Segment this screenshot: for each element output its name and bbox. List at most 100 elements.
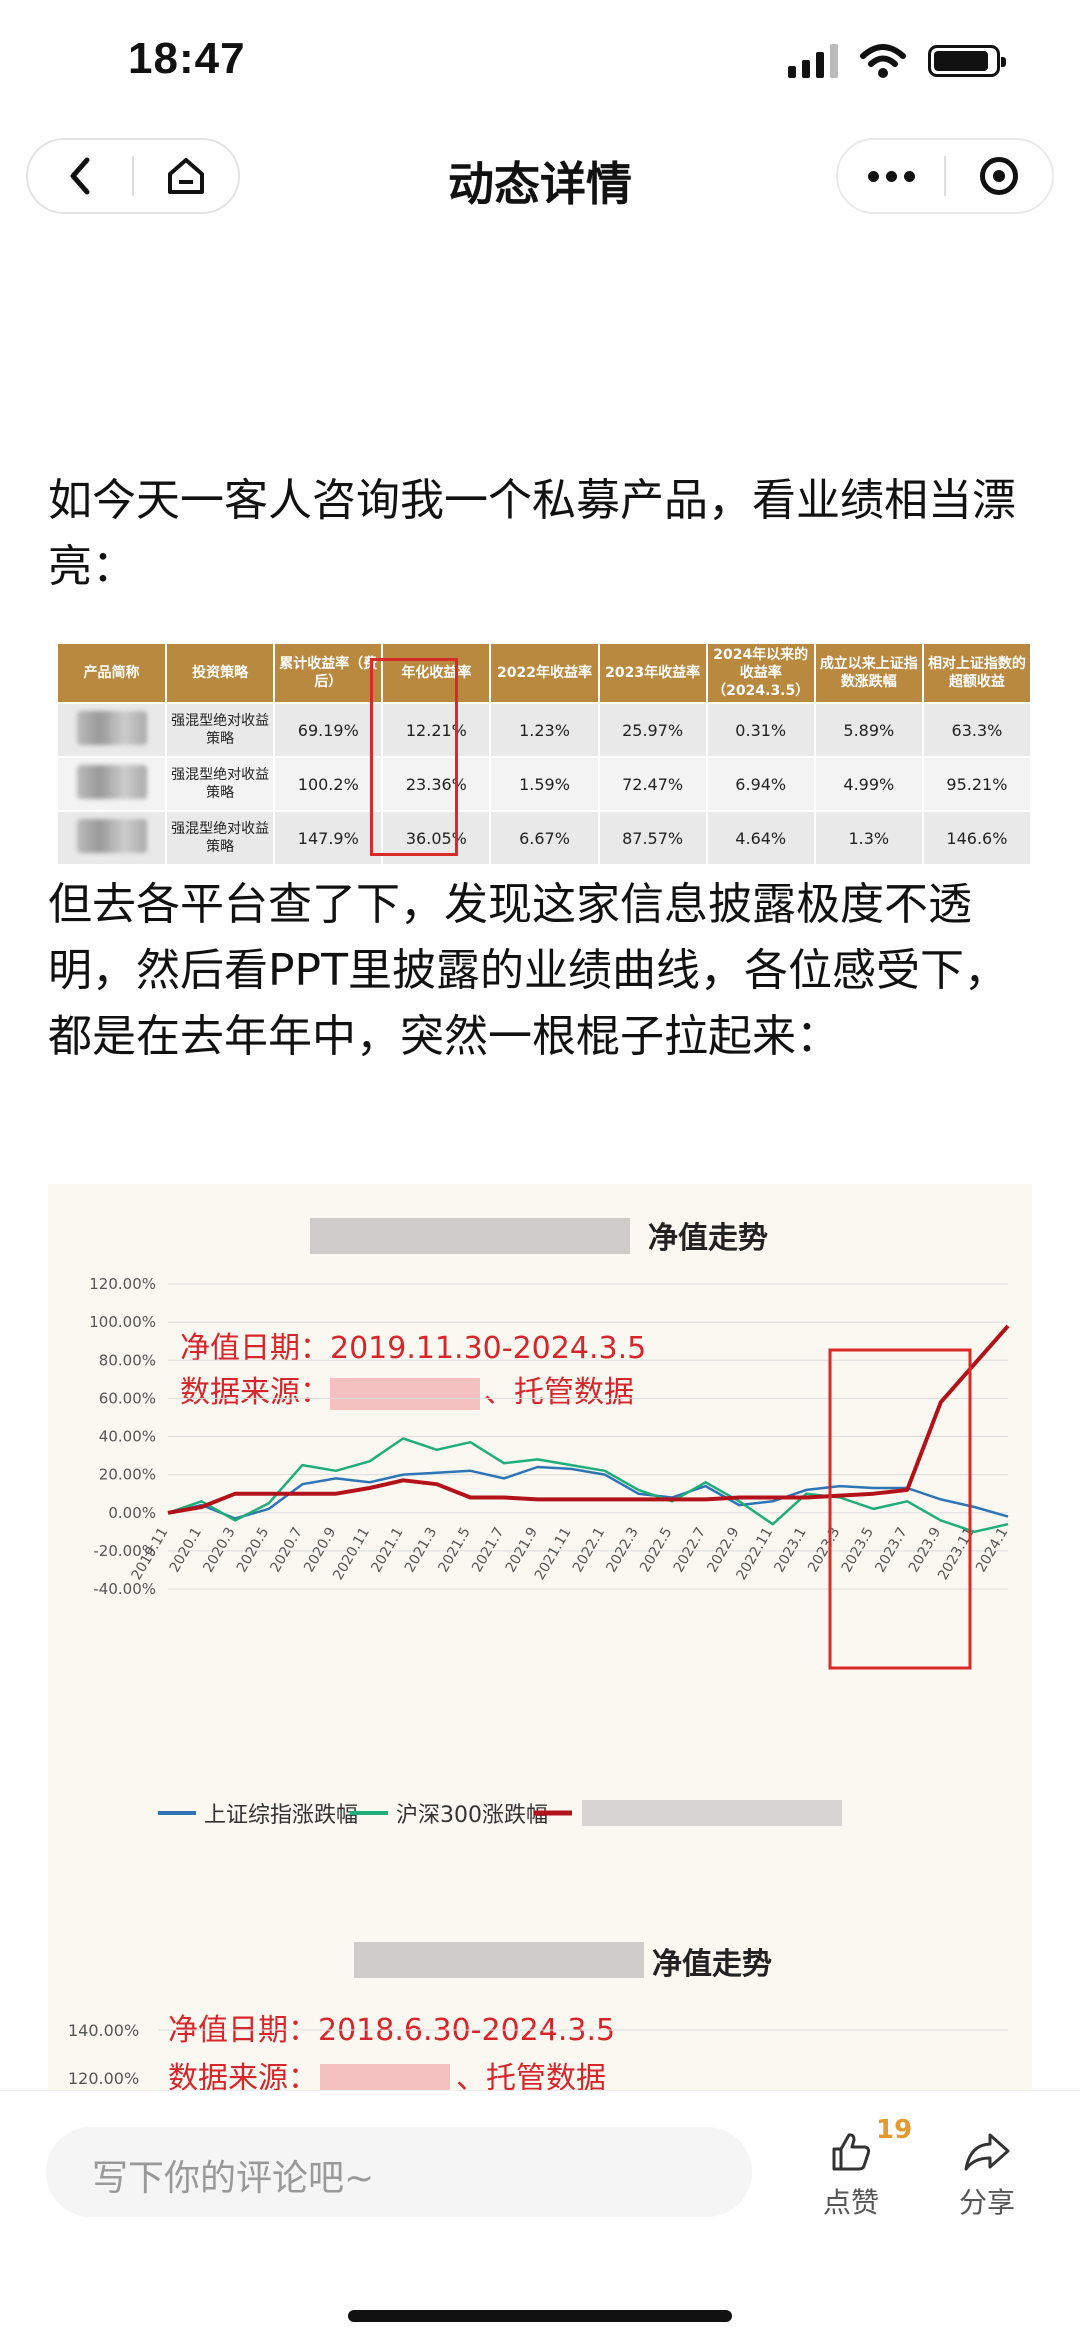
table-cell: 146.6% [922, 810, 1032, 864]
y-tick-label: 60.00% [99, 1389, 156, 1407]
table-cell: 6.94% [706, 756, 816, 812]
y-tick-label: 100.00% [89, 1313, 156, 1331]
nav-chart: 净值走势 净值日期：2019.11.30-2024.3.5 数据来源： 、托管数… [68, 1218, 1012, 2096]
like-button[interactable]: 点赞 [806, 2129, 896, 2221]
blurred-source [330, 1378, 480, 1410]
more-button[interactable] [838, 140, 944, 212]
chart1-source-tail: 、托管数据 [484, 1375, 634, 1410]
legend-item-sse: 上证综指涨跌幅 [204, 1803, 358, 1828]
nav-capsule-right [836, 138, 1054, 214]
table-cell: 强混型绝对收益策略 [166, 756, 276, 812]
share-button[interactable]: 分享 [942, 2129, 1032, 2221]
chart1-source-label: 数据来源： [180, 1375, 330, 1410]
table-cell: 1.59% [490, 756, 600, 812]
battery-icon [928, 45, 1006, 77]
table-cell: 强混型绝对收益策略 [166, 810, 276, 864]
table-cell: 87.57% [598, 810, 708, 864]
close-miniapp-button[interactable] [946, 140, 1052, 212]
chart-grid [168, 1283, 1008, 1590]
series-line-1 [167, 1437, 1009, 1534]
table-cell: 69.19% [274, 701, 384, 758]
performance-table: 产品简称 投资策略 累计收益率（费后） 年化收益率 2022年收益率 2023年… [58, 644, 1032, 864]
highlight-box-spike [828, 1348, 972, 1670]
series-lines [167, 1324, 1010, 1534]
share-label: 分享 [958, 2186, 1015, 2219]
performance-table-image[interactable]: 产品简称 投资策略 累计收益率（费后） 年化收益率 2022年收益率 2023年… [58, 644, 1032, 864]
chart2-ytick: 120.00% [68, 2069, 139, 2088]
blurred-legend-item [582, 1800, 842, 1826]
comment-input[interactable]: 写下你的评论吧~ [46, 2127, 752, 2217]
bottom-bar: 写下你的评论吧~ 点赞 19 分享 [0, 2090, 1080, 2337]
nav-bar: 动态详情 [0, 128, 1080, 224]
like-label: 点赞 [822, 2186, 879, 2219]
legend-item-csi300: 沪深300涨跌幅 [396, 1803, 548, 1828]
share-arrow-icon [964, 2133, 1010, 2171]
comment-placeholder: 写下你的评论吧~ [92, 2158, 375, 2199]
back-button[interactable] [28, 140, 132, 212]
table-row: 强混型绝对收益策略 147.9% 36.05% 6.67% 87.57% 4.6… [58, 810, 1032, 864]
table-cell: 95.21% [922, 756, 1032, 812]
wifi-icon [860, 44, 906, 78]
y-tick-label: 0.00% [108, 1504, 156, 1522]
table-cell: 强混型绝对收益策略 [166, 701, 276, 758]
table-row: 强混型绝对收益策略 69.19% 12.21% 1.23% 25.97% 0.3… [58, 701, 1032, 758]
table-header: 2023年收益率 [598, 644, 708, 703]
table-header: 2022年收益率 [490, 644, 600, 703]
thumbs-up-icon [832, 2133, 871, 2171]
status-bar: 18:47 [0, 0, 1080, 120]
nav-chart-image[interactable]: 净值走势 净值日期：2019.11.30-2024.3.5 数据来源： 、托管数… [48, 1184, 1032, 2104]
table-header: 2024年以来的收益率（2024.3.5） [706, 644, 816, 703]
table-cell: 63.3% [922, 701, 1032, 758]
y-tick-label: 120.00% [89, 1275, 156, 1293]
status-icons [788, 44, 1006, 78]
chevron-left-icon [70, 157, 90, 195]
cellular-signal-icon [788, 44, 838, 78]
table-cell: 1.23% [490, 701, 600, 758]
table-cell: 4.64% [706, 810, 816, 864]
table-cell: 25.97% [598, 701, 708, 758]
nav-capsule-left [26, 138, 240, 214]
table-header: 投资策略 [166, 644, 276, 703]
table-cell: 100.2% [274, 756, 384, 812]
y-tick-label: 40.00% [99, 1428, 156, 1446]
post-paragraph-1: 如今天一客人咨询我一个私募产品，看业绩相当漂亮： [48, 475, 1016, 592]
home-icon [168, 158, 204, 194]
page-title: 动态详情 [448, 157, 632, 211]
status-time: 18:47 [128, 34, 246, 83]
series-line-0 [167, 1465, 1009, 1520]
table-cell: 72.47% [598, 756, 708, 812]
blurred-title [310, 1218, 630, 1254]
table-header: 累计收益率（费后） [274, 644, 384, 703]
more-dots-icon [867, 170, 915, 182]
table-cell: 147.9% [274, 810, 384, 864]
highlight-box-annualized [370, 658, 458, 856]
table-cell: 12.21% [382, 701, 492, 758]
y-axis-labels: 120.00% 100.00% 80.00% 60.00% 40.00% 20.00% 0.… [89, 1275, 156, 1598]
blurred-title-2 [354, 1942, 644, 1978]
table-cell: 1.3% [814, 810, 924, 864]
blurred-product-name [58, 756, 168, 812]
chart2-ytick: 140.00% [68, 2021, 139, 2040]
table-cell: 6.67% [490, 810, 600, 864]
y-tick-label: 80.00% [99, 1351, 156, 1369]
blurred-product-name [58, 810, 168, 864]
home-button[interactable] [134, 140, 238, 212]
table-cell: 5.89% [814, 701, 924, 758]
series-line-2 [167, 1324, 1010, 1515]
like-count: 19 [876, 2115, 913, 2145]
blurred-product-name [58, 701, 168, 758]
x-axis-labels: 2019.112020.12020.32020.52020.72020.9202… [129, 1525, 1012, 1583]
y-tick-label: 20.00% [99, 1466, 156, 1484]
home-indicator [348, 2310, 732, 2322]
table-cell: 0.31% [706, 701, 816, 758]
x-tick-label: 2024.1 [973, 1525, 1011, 1575]
table-cell: 4.99% [814, 756, 924, 812]
table-row: 强混型绝对收益策略 100.2% 23.36% 1.59% 72.47% 6.9… [58, 756, 1032, 812]
post-paragraph-2: 但去各平台查了下，发现这家信息披露极度不透明，然后看PPT里披露的业绩曲线，各位… [48, 879, 1008, 1062]
target-circle-icon [980, 157, 1018, 195]
y-tick-label: -20.00% [93, 1542, 156, 1560]
table-header: 相对上证指数的超额收益 [922, 644, 1032, 703]
chart1-title: 净值走势 [648, 1221, 768, 1256]
table-header: 成立以来上证指数涨跌幅 [814, 644, 924, 703]
y-tick-label: -40.00% [93, 1580, 156, 1598]
